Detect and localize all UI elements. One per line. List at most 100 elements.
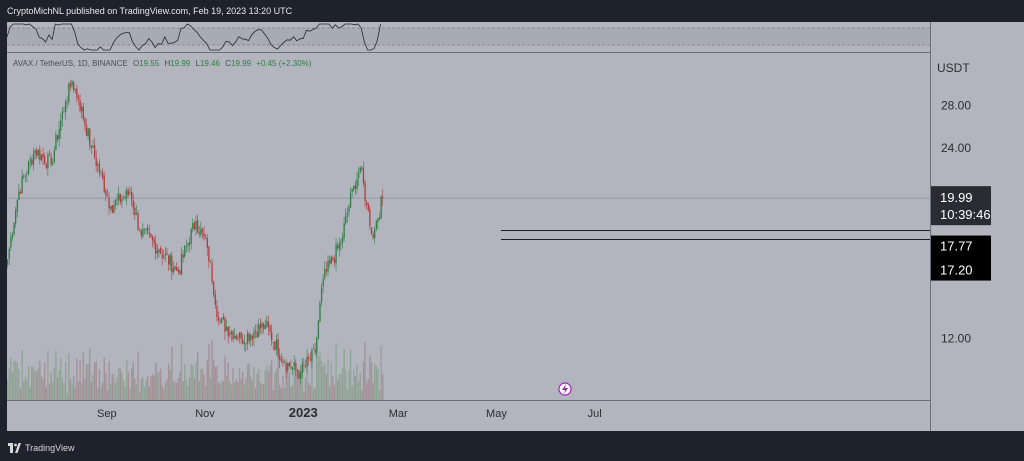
volume-bar: [113, 375, 115, 400]
candle: [283, 359, 286, 364]
price-axis[interactable]: USDT 28.00 24.00 12.00 19.99 10:39:46 17.77 1…: [930, 22, 1024, 431]
volume-bar: [177, 378, 179, 400]
candle: [296, 369, 299, 380]
candle: [130, 187, 133, 207]
volume-bar: [16, 362, 18, 400]
candle: [63, 106, 65, 113]
volume-bar: [271, 359, 273, 400]
oscillator-band: [7, 28, 930, 45]
volume-bar: [258, 368, 260, 400]
price-tick-label: 12.00: [941, 332, 971, 346]
volume-bar: [349, 349, 352, 400]
volume-bar: [322, 366, 324, 400]
volume-bar: [366, 382, 368, 400]
candle: [246, 329, 249, 350]
candle: [300, 365, 302, 385]
volume-bar: [280, 388, 282, 400]
volume-bar: [90, 382, 93, 400]
volume-bar: [61, 377, 64, 400]
volume-bar: [369, 355, 371, 400]
candle: [53, 146, 55, 164]
volume-bar: [374, 364, 376, 400]
candle: [290, 359, 292, 370]
candle: [235, 333, 237, 341]
candle: [324, 260, 326, 281]
candle: [346, 206, 349, 223]
chart-panel[interactable]: AVAX / TetherUS, 1D, BINANCE O19.55 H19.…: [6, 22, 930, 431]
candle: [209, 260, 212, 263]
volume-bar: [234, 382, 236, 400]
volume-bar: [312, 389, 315, 400]
candle: [303, 358, 305, 372]
candle: [79, 93, 81, 114]
volume-bar: [330, 362, 332, 400]
chart-svg[interactable]: AVAX / TetherUS, 1D, BINANCE O19.55 H19.…: [6, 22, 930, 431]
candle: [147, 224, 149, 236]
volume-bar: [140, 379, 142, 400]
candle: [217, 311, 220, 326]
candle: [68, 82, 70, 106]
volume-bar: [242, 371, 244, 400]
price-labels: 19.99 10:39:46 17.77 17.20: [931, 186, 991, 281]
candle: [205, 233, 207, 240]
volume-bar: [98, 369, 101, 400]
candle: [203, 226, 205, 241]
candle: [98, 158, 101, 178]
candle: [143, 228, 146, 235]
volume-bar: [370, 361, 373, 400]
volume-bar: [182, 381, 184, 400]
volume-bar: [168, 363, 170, 400]
candle: [110, 206, 112, 211]
last-price-box: [931, 186, 991, 226]
volume-bar: [262, 383, 265, 400]
legend-change: +0.45 (+2.30%): [256, 59, 311, 68]
candle: [277, 332, 279, 359]
volume-bar: [10, 357, 12, 400]
candle: [151, 235, 154, 248]
candle: [155, 235, 157, 260]
volume-bar: [290, 386, 292, 400]
volume-bar: [134, 378, 136, 400]
volume-bar: [298, 370, 300, 400]
candle: [304, 359, 307, 369]
candle: [253, 327, 255, 346]
candle: [206, 234, 208, 256]
volume-bar: [127, 371, 130, 400]
candle: [45, 162, 47, 170]
volume-bar: [32, 367, 35, 400]
volume-bar: [335, 343, 337, 400]
candle: [200, 221, 202, 238]
footer-bar: TradingView: [0, 436, 1024, 461]
candle: [341, 232, 344, 249]
volume-bar: [29, 387, 31, 400]
candle: [382, 189, 384, 207]
volume-bar: [142, 377, 144, 400]
candle: [295, 359, 297, 377]
volume-bar: [277, 341, 279, 400]
alert-bolt-icon[interactable]: [558, 382, 572, 396]
volume-bar: [137, 351, 139, 400]
candle: [19, 188, 22, 195]
candle: [7, 259, 9, 269]
volume-bar: [372, 382, 374, 400]
volume-bar: [217, 382, 220, 400]
candle: [333, 255, 336, 267]
volume-bar: [143, 387, 146, 400]
volume-bar: [79, 360, 81, 400]
volume-bar: [31, 366, 33, 400]
volume-bar: [332, 376, 334, 400]
volume-bar: [39, 360, 41, 400]
level-box: [931, 235, 991, 281]
legend-open-label: O: [133, 59, 139, 68]
volume-bar: [219, 383, 221, 400]
volume-bar: [311, 359, 313, 400]
currency-label: USDT: [937, 61, 970, 75]
volume-bar: [190, 364, 192, 400]
candle: [122, 195, 125, 200]
volume-bar: [84, 378, 86, 400]
volume-bar: [124, 386, 126, 400]
legend-low-label: L: [196, 59, 201, 68]
volume-bar: [341, 368, 344, 400]
volume-bar: [346, 388, 349, 400]
